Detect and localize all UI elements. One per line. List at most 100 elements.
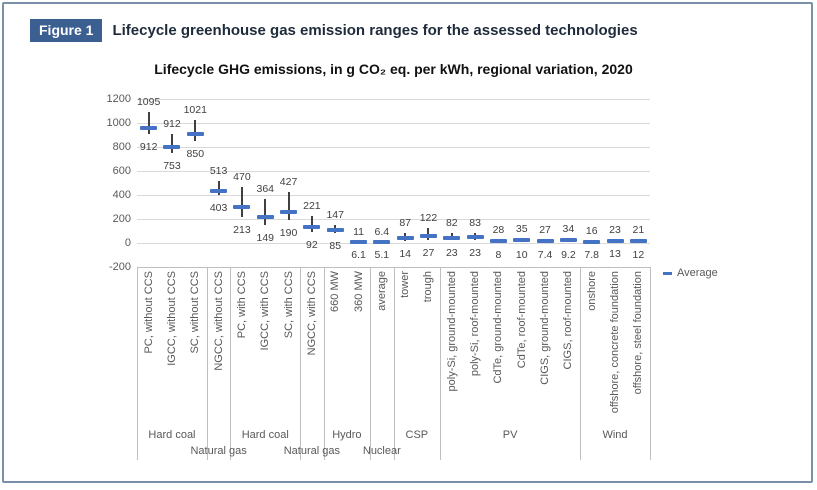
- average-marker: [233, 205, 251, 209]
- range-whisker: [240, 186, 243, 218]
- max-value-label: 427: [279, 175, 298, 188]
- average-marker: [326, 227, 344, 232]
- category-separator: [300, 267, 302, 460]
- category-label: offshore, steel foundation: [632, 271, 645, 395]
- range-whisker: [194, 120, 197, 141]
- y-gridline: [137, 171, 650, 172]
- min-value-label: 7.8: [584, 249, 599, 262]
- category-separator: [230, 267, 232, 460]
- average-marker: [629, 239, 647, 244]
- max-value-label: 28: [492, 223, 505, 236]
- average-marker: [536, 238, 554, 243]
- range-whisker: [310, 216, 313, 232]
- max-value-label: 122: [419, 212, 438, 225]
- max-value-label: 1095: [136, 95, 161, 108]
- average-marker: [559, 238, 577, 243]
- y-gridline: [137, 123, 650, 124]
- category-separator: [370, 267, 372, 460]
- category-separator: [440, 267, 442, 460]
- legend-average-label: Average: [677, 267, 718, 279]
- range-whisker: [287, 191, 290, 221]
- category-label: 660 MW: [329, 271, 342, 312]
- category-label: IGCC, without CCS: [165, 271, 178, 366]
- legend: Average: [663, 267, 718, 279]
- category-separator: [137, 267, 138, 460]
- max-value-label: 11: [353, 225, 364, 238]
- category-label: NGCC, with CCS: [305, 271, 318, 356]
- category-label: trough: [422, 271, 435, 303]
- max-value-label: 83: [469, 217, 481, 230]
- average-marker: [513, 238, 531, 243]
- min-value-label: 190: [279, 227, 298, 240]
- category-group-label: Nuclear: [362, 445, 401, 457]
- figure-header: Figure 1 Lifecycle greenhouse gas emissi…: [30, 19, 638, 42]
- max-value-label: 87: [399, 216, 411, 229]
- min-value-label: 912: [139, 140, 158, 153]
- min-value-label: 5.1: [374, 249, 390, 262]
- min-value-label: 213: [233, 224, 251, 237]
- max-value-label: 147: [326, 209, 344, 222]
- category-label: poly-Si, ground-mounted: [445, 271, 458, 392]
- category-group-label: Hard coal: [241, 429, 289, 441]
- max-value-label: 364: [256, 183, 275, 196]
- category-label: onshore: [585, 271, 598, 311]
- average-marker: [466, 235, 484, 240]
- category-group-label: Natural gas: [283, 445, 340, 457]
- min-value-label: 13: [609, 248, 621, 261]
- max-value-label: 6.4: [374, 226, 390, 239]
- max-value-label: 82: [445, 217, 458, 230]
- min-value-label: 9.2: [561, 248, 576, 261]
- max-value-label: 912: [163, 117, 181, 130]
- category-separator: [323, 267, 325, 460]
- average-marker: [373, 240, 391, 245]
- category-label: CIGS, roof-mounted: [562, 271, 575, 370]
- average-marker: [280, 209, 298, 214]
- min-value-label: 23: [445, 247, 458, 260]
- figure-number-badge: Figure 1: [30, 19, 103, 42]
- y-tick-label: 0: [124, 237, 131, 249]
- category-group-label: PV: [502, 429, 518, 441]
- average-marker: [256, 215, 274, 220]
- category-group-label: Natural gas: [190, 445, 247, 457]
- average-marker: [489, 238, 507, 243]
- category-group-label: Wind: [602, 429, 628, 441]
- max-value-label: 1021: [183, 104, 207, 117]
- average-marker: [583, 239, 601, 244]
- average-marker: [140, 125, 158, 130]
- average-marker: [396, 235, 414, 240]
- range-whisker: [147, 111, 150, 134]
- y-gridline: [137, 147, 650, 148]
- average-marker: [303, 224, 321, 229]
- category-label: 360 MW: [352, 271, 365, 312]
- average-marker: [163, 145, 181, 149]
- average-marker: [350, 239, 368, 244]
- max-value-label: 35: [515, 222, 528, 235]
- min-value-label: 14: [399, 248, 411, 261]
- category-separator: [650, 267, 651, 460]
- min-value-label: 23: [469, 247, 481, 260]
- range-whisker: [217, 181, 220, 195]
- min-value-label: 85: [329, 239, 342, 252]
- category-label: PC, without CCS: [142, 271, 155, 354]
- max-value-label: 27: [539, 223, 551, 236]
- category-label: CdTe, roof-mounted: [515, 271, 528, 369]
- min-value-label: 149: [256, 232, 275, 245]
- category-separator: [580, 267, 582, 460]
- legend-average-marker-icon: [663, 271, 672, 275]
- category-label: tower: [399, 271, 412, 298]
- chart-title: Lifecycle GHG emissions, in g CO₂ eq. pe…: [154, 61, 633, 77]
- max-value-label: 513: [209, 165, 228, 178]
- max-value-label: 34: [562, 222, 575, 235]
- average-marker: [606, 238, 624, 243]
- category-label: CIGS, ground-mounted: [539, 271, 552, 385]
- max-value-label: 23: [609, 224, 621, 237]
- min-value-label: 6.1: [351, 249, 366, 262]
- y-tick-label: 1000: [106, 117, 131, 129]
- average-marker: [443, 235, 461, 240]
- category-label: SC, with CCS: [282, 271, 295, 339]
- min-value-label: 92: [306, 238, 318, 251]
- range-whisker: [264, 199, 267, 226]
- category-group-label: CSP: [405, 429, 429, 441]
- average-marker: [419, 234, 437, 239]
- category-label: NGCC, without CCS: [212, 271, 225, 371]
